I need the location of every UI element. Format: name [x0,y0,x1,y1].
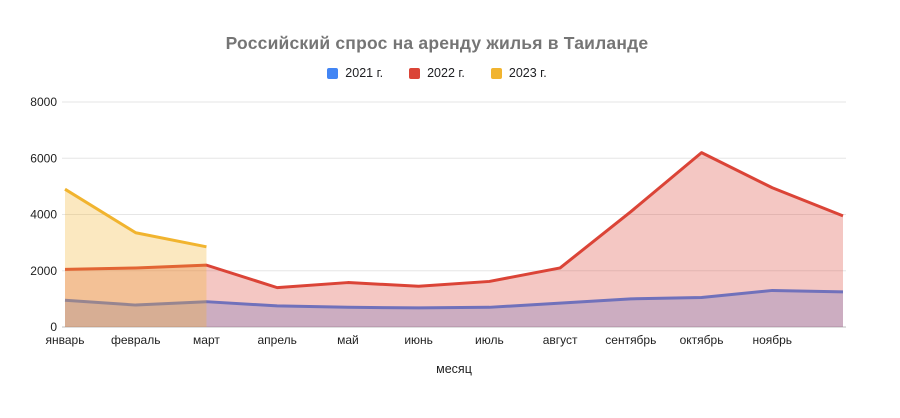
legend-swatch [327,67,339,79]
area-fill-2023 [65,189,207,327]
legend-swatch [409,67,421,79]
x-tick-label: январь [46,333,85,347]
y-tick-label: 8000 [30,95,57,109]
legend-item: 2021 г. [327,66,383,80]
x-axis-title: месяц [436,362,472,376]
legend-item: 2023 г. [490,66,547,80]
x-tick-label: февраль [111,333,161,347]
x-tick-label: август [543,333,578,347]
x-tick-label: июль [475,333,504,347]
y-tick-label: 2000 [30,264,57,278]
series-line-2023 [64,187,207,249]
x-tick-label: июнь [404,333,433,347]
x-axis-labels: январь февраль март апрель май июнь июль август… [46,333,793,347]
x-tick-label: сентябрь [605,333,656,347]
x-tick-label: октябрь [680,333,724,347]
legend-label: 2023 г. [508,66,547,80]
x-tick-label: ноябрь [752,333,792,347]
chart-title: Российский спрос на аренду жилья в Таила… [225,33,649,53]
y-tick-label: 0 [50,320,57,334]
x-tick-label: май [337,333,359,347]
y-axis-labels: 0 2000 4000 6000 8000 [30,95,57,334]
x-tick-label: март [193,333,220,347]
series-line-2022 [64,151,844,290]
plot-series [64,151,844,327]
series-line-2021 [64,288,844,310]
legend-swatch [490,67,502,79]
legend-label: 2022 г. [427,66,465,80]
y-tick-label: 6000 [30,151,57,165]
y-tick-label: 4000 [30,208,57,222]
x-tick-label: апрель [257,333,296,347]
chart-legend: 2021 г. 2022 г. 2023 г. [0,66,874,80]
legend-item: 2022 г. [409,66,465,80]
legend-label: 2021 г. [345,66,384,80]
